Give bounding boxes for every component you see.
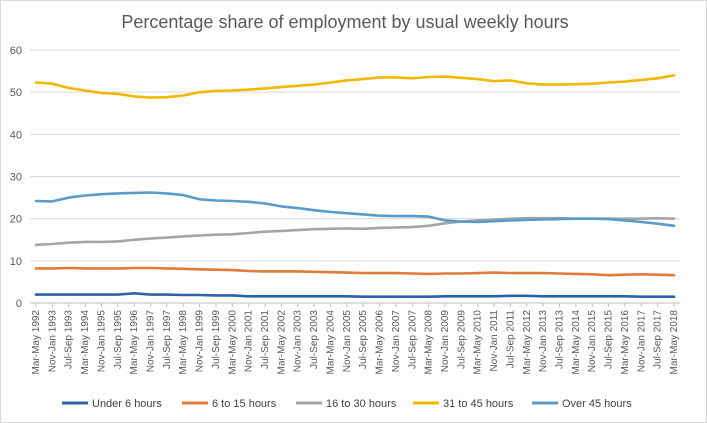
series-line-6-to-15-hours — [34, 266, 676, 277]
y-tick-label: 30 — [10, 172, 22, 184]
x-tick-label: Jul-Sep 1993 — [64, 310, 75, 369]
x-tick-label: Nov-Jan 2001 — [244, 310, 255, 373]
x-tick-label: Jul-Sep 2013 — [554, 310, 565, 369]
y-tick-label: 60 — [10, 45, 22, 57]
x-tick-label: Nov-Jan 2007 — [391, 310, 402, 373]
x-tick-label: Jul-Sep 2003 — [309, 310, 320, 369]
series-line-over-45-hours — [34, 191, 676, 228]
x-tick-label: Mar-May 1994 — [80, 310, 91, 375]
legend-label: 16 to 30 hours — [326, 398, 397, 410]
gridlines — [30, 49, 680, 304]
x-tick-label: Jul-Sep 1999 — [211, 310, 222, 369]
x-tick-label: Nov-Jan 2013 — [538, 310, 549, 373]
x-tick-label: Mar-May 2012 — [522, 310, 533, 375]
x-tick-label: Jul-Sep 1995 — [113, 310, 124, 369]
x-tick-label: Mar-May 2018 — [669, 310, 680, 375]
x-tick-label: Nov-Jan 2017 — [636, 310, 647, 373]
x-tick-label: Nov-Jan 1997 — [146, 310, 157, 373]
x-tick-label: Jul-Sep 2001 — [260, 310, 271, 369]
x-tick-label: Nov-Jan 2011 — [489, 310, 500, 372]
x-tick-label: Mar-May 2010 — [473, 310, 484, 375]
legend-item[interactable]: Under 6 hours — [62, 398, 162, 410]
y-tick-label: 10 — [10, 256, 22, 268]
chart-title: Percentage share of employment by usual … — [121, 12, 568, 32]
legend-label: 31 to 45 hours — [443, 398, 514, 410]
x-tick-label: Mar-May 1992 — [31, 310, 42, 375]
x-tick-label: Nov-Jan 1993 — [47, 310, 58, 373]
x-tick-label: Mar-May 2014 — [571, 310, 582, 375]
x-tick-label: Jul-Sep 1997 — [162, 310, 173, 369]
series-line-under-6-hours — [34, 291, 676, 299]
x-axis: Mar-May 1992 Nov-Jan 1993 Jul-Sep 1993 Mar-… — [31, 303, 680, 374]
y-axis: 0 10 20 30 40 50 60 — [10, 45, 22, 310]
x-tick-label: Mar-May 1996 — [129, 310, 140, 375]
x-tick-label: Jul-Sep 2005 — [358, 310, 369, 369]
legend-item[interactable]: 16 to 30 hours — [296, 398, 397, 410]
x-tick-label: Jul-Sep 2015 — [604, 310, 615, 369]
legend-item[interactable]: 31 to 45 hours — [413, 398, 514, 410]
legend-label: Over 45 hours — [562, 398, 632, 410]
x-tick-label: Jul-Sep 2017 — [653, 310, 664, 369]
x-tick-label: Mar-May 2008 — [424, 310, 435, 375]
legend-item[interactable]: 6 to 15 hours — [182, 398, 277, 410]
x-tick-label: Jul-Sep 2007 — [407, 310, 418, 369]
x-tick-label: Nov-Jan 1995 — [96, 310, 107, 373]
x-tick-label: Mar-May 2004 — [325, 310, 336, 375]
x-tick-label: Nov-Jan 2005 — [342, 310, 353, 373]
legend-item[interactable]: Over 45 hours — [532, 398, 632, 410]
x-tick-label: Nov-Jan 2003 — [293, 310, 304, 373]
legend-label: 6 to 15 hours — [212, 398, 277, 410]
x-tick-label: Mar-May 2006 — [375, 310, 386, 375]
series-line-31-to-45-hours — [34, 74, 676, 99]
x-tick-label: Nov-Jan 2009 — [440, 310, 451, 373]
series-line-16-to-30-hours — [34, 216, 676, 247]
y-tick-label: 40 — [10, 129, 22, 141]
x-tick-label: Mar-May 1998 — [178, 310, 189, 375]
y-tick-label: 20 — [10, 214, 22, 226]
y-tick-label: 0 — [16, 298, 22, 310]
x-tick-label: Mar-May 2000 — [227, 310, 238, 375]
series-lines — [34, 74, 676, 299]
x-tick-label: Mar-May 2002 — [276, 310, 287, 375]
legend-label: Under 6 hours — [92, 398, 162, 410]
y-tick-label: 50 — [10, 87, 22, 99]
x-tick-label: Nov-Jan 2015 — [587, 310, 598, 373]
x-tick-label: Mar-May 2016 — [620, 310, 631, 375]
x-tick-label: Jul-Sep 2011 — [505, 310, 516, 369]
x-tick-label: Nov-Jan 1999 — [195, 310, 206, 373]
x-tick-label: Jul-Sep 2009 — [456, 310, 467, 369]
legend[interactable]: Under 6 hours 6 to 15 hours 16 to 30 hours… — [62, 398, 632, 410]
